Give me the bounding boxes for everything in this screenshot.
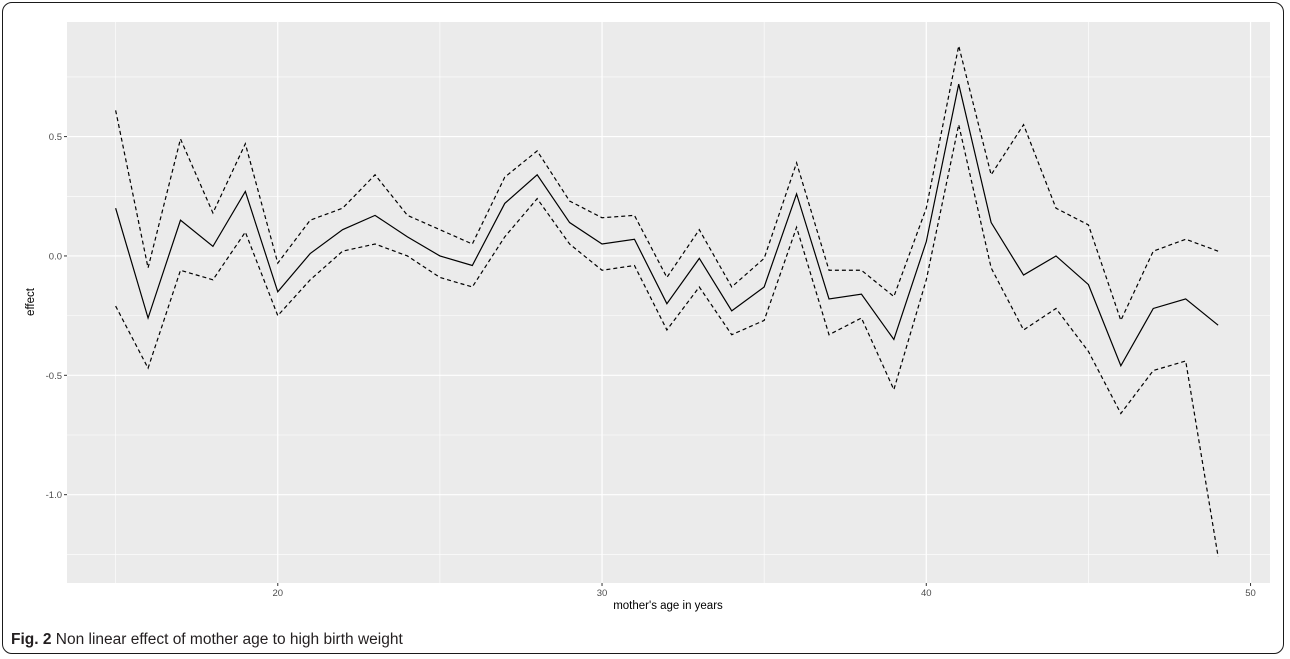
series-layer: [115, 45, 1219, 557]
lower-bound-dashed-line: [115, 124, 1219, 557]
y-axis-title: effect: [25, 287, 37, 316]
y-tick-label: 0.5: [49, 132, 62, 143]
figure-caption-text: Non linear effect of mother age to high …: [55, 631, 403, 648]
y-axis-ticks: -1.0 -0.5 0.0 0.5: [46, 132, 67, 501]
upper-bound-dashed-line: [115, 45, 1219, 323]
x-tick-label: 20: [272, 588, 283, 599]
minor-gridlines: [67, 22, 1270, 583]
y-tick-label: 0.0: [49, 251, 62, 262]
y-tick-label: -1.0: [46, 490, 62, 501]
figure-caption: Fig. 2 Non linear effect of mother age t…: [11, 631, 403, 649]
x-axis-ticks: 20 30 40 50: [272, 583, 1256, 599]
figure-label: Fig. 2: [11, 631, 52, 648]
x-tick-label: 50: [1245, 588, 1256, 599]
y-tick-label: -0.5: [46, 371, 62, 382]
plot-panel: [67, 22, 1270, 583]
x-tick-label: 40: [921, 588, 932, 599]
x-axis-title: mother's age in years: [613, 600, 723, 612]
major-gridlines: [67, 22, 1270, 583]
x-tick-label: 30: [597, 588, 608, 599]
effect-solid-line: [115, 83, 1219, 368]
